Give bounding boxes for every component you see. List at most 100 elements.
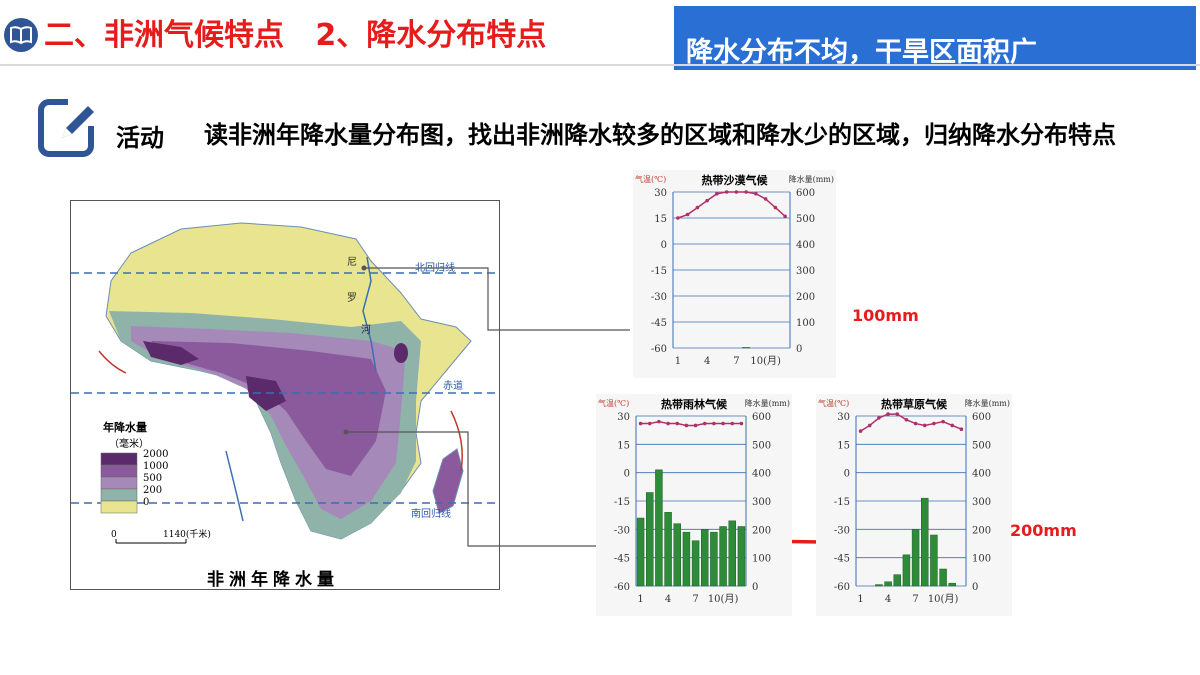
precip-tick: 0 <box>796 344 802 355</box>
month-tick: 1 <box>857 594 863 605</box>
legend-value: 200 <box>143 485 162 496</box>
temp-tick: 30 <box>654 188 667 199</box>
activity-label: 活动 <box>116 124 164 152</box>
temp-tick: 30 <box>837 412 850 423</box>
legend-swatch <box>100 500 138 514</box>
precip-bar <box>636 517 645 587</box>
temperature-point <box>895 412 900 416</box>
precip-tick: 500 <box>796 214 815 225</box>
precip-bar <box>719 526 727 587</box>
precip-bar <box>893 574 901 587</box>
precip-tick: 0 <box>752 582 758 593</box>
temperature-point <box>666 421 670 426</box>
map-caption: 非洲年降水量 <box>207 569 339 589</box>
temperature-point <box>684 423 689 428</box>
precip-bar <box>921 497 929 587</box>
precip-bar <box>646 492 654 587</box>
climate-chart-title: 热带沙漠气候 <box>702 173 769 187</box>
legend-value: 0 <box>143 497 149 508</box>
precip-bar <box>710 531 718 587</box>
temperature-point <box>739 421 744 426</box>
temp-tick: -30 <box>651 292 667 303</box>
precip-zone-2000-highland <box>394 343 408 363</box>
desert-climate-chart: 热带沙漠气候 气温(℃) 降水量(mm) 30 600 15 500 0 400 -15 300 -3… <box>633 170 836 378</box>
precip-tick: 100 <box>752 554 771 565</box>
temperature-point <box>647 421 652 426</box>
temp-tick: 0 <box>844 469 850 480</box>
temperature-point <box>695 205 700 210</box>
temperature-point <box>693 423 698 428</box>
precip-bar <box>701 529 709 587</box>
climate-chart-title: 热带雨林气候 <box>661 397 728 411</box>
temperature-point <box>773 205 778 210</box>
temp-tick: 15 <box>617 440 630 451</box>
note-100mm: 100mm <box>852 306 919 325</box>
temperature-point <box>858 429 863 433</box>
book-icon <box>4 18 38 52</box>
madagascar <box>432 448 464 514</box>
activity-instruction: 读非洲年降水量分布图，找出非洲降水较多的区域和降水少的区域，归纳降水分布特点 <box>204 121 1116 149</box>
month-tick: 7 <box>733 356 739 367</box>
precip-tick: 500 <box>972 440 991 451</box>
temperature-point <box>721 421 725 426</box>
temperature-point <box>877 416 881 420</box>
precip-tick: 100 <box>972 554 991 565</box>
precip-zone-1000 <box>151 341 386 476</box>
temperature-point <box>638 421 643 426</box>
temp-tick: -60 <box>614 582 630 593</box>
precip-tick: 200 <box>972 525 991 536</box>
precip-tick: 600 <box>972 412 991 423</box>
temperature-point <box>676 216 680 220</box>
month-tick: 10(月) <box>750 355 781 367</box>
month-tick: 7 <box>692 594 698 605</box>
temperature-point <box>886 412 890 416</box>
temp-tick: 15 <box>837 440 850 451</box>
temp-tick: -60 <box>651 344 667 355</box>
legend-title: 年降水量 <box>103 420 147 434</box>
temp-tick: -45 <box>651 318 667 329</box>
africa-precipitation-map: 北回归线 赤道 南回归线 尼 罗 河 年降水量 （毫米） 2000 1000 500… <box>70 200 500 590</box>
precip-bar <box>930 534 938 587</box>
precip-bar <box>948 582 956 587</box>
precip-bar <box>682 531 691 587</box>
month-tick: 4 <box>885 594 891 605</box>
edit-icon <box>38 96 96 157</box>
temp-axis-label: 气温(℃) <box>635 174 666 184</box>
temperature-point <box>730 421 735 426</box>
precip-bar <box>655 469 663 587</box>
temp-tick: -15 <box>834 497 850 508</box>
temperature-point <box>734 190 739 194</box>
temperature-line <box>677 191 786 219</box>
temperature-point <box>685 212 690 217</box>
temperature-point <box>705 198 709 203</box>
temp-tick: -30 <box>834 525 850 536</box>
scale-start: 0 <box>111 530 117 540</box>
temp-tick: -60 <box>834 582 850 593</box>
label-nile-2: 罗 <box>347 292 357 304</box>
rainforest-climate-chart: 热带雨林气候 气温(℃) 降水量(mm) 30 600 15 500 0 400 -15 300 -3… <box>596 394 792 616</box>
temperature-point <box>715 191 719 196</box>
temperature-point <box>932 421 936 426</box>
temperature-point <box>763 197 768 201</box>
precip-tick: 500 <box>752 440 771 451</box>
precip-axis-label: 降水量(mm) <box>745 398 790 408</box>
temperature-point <box>904 417 909 422</box>
temperature-point <box>712 421 716 426</box>
precip-tick: 400 <box>972 469 991 480</box>
temperature-point <box>724 190 729 194</box>
month-tick: 7 <box>912 594 918 605</box>
precip-bar <box>939 568 947 587</box>
legend-unit: （毫米） <box>109 437 149 450</box>
highlight-text: 降水分布不均，干旱区面积广 <box>686 37 1037 68</box>
legend-value: 1000 <box>143 461 168 472</box>
temperature-point <box>959 427 964 432</box>
label-nile-1: 尼 <box>347 256 357 268</box>
temperature-point <box>657 419 661 424</box>
temp-tick: 0 <box>624 469 630 480</box>
month-tick: 10(月) <box>928 593 959 605</box>
temperature-point <box>913 421 918 426</box>
precip-zone-2000 <box>143 341 199 365</box>
precip-bar <box>737 526 746 587</box>
temp-axis-label: 气温(℃) <box>818 398 849 408</box>
precip-bar <box>902 554 911 587</box>
